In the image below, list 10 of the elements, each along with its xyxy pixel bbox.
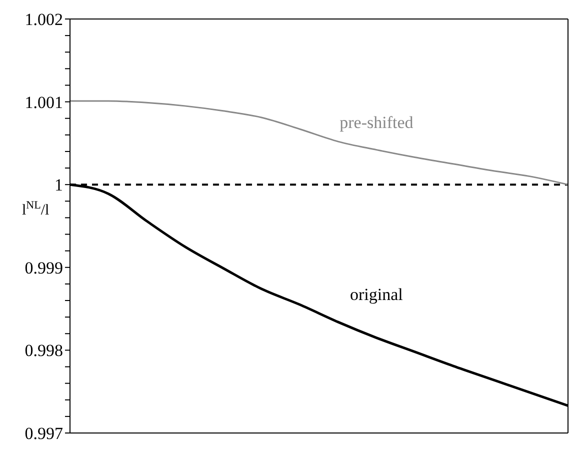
y-tick-label: 1.002 [24,10,63,30]
line-series [69,100,569,186]
y-tick-label: 0.997 [24,424,64,444]
y-tick-label: 1.001 [24,92,63,112]
series-label: pre-shifted [340,112,414,132]
y-axis-title: l$^{NL}$/l [22,200,50,219]
series-label: original [350,284,404,304]
y-tick-label: 0.998 [24,341,63,360]
y-tick-label: 0.999 [24,258,63,278]
y-tick-label: 1 [54,176,63,195]
